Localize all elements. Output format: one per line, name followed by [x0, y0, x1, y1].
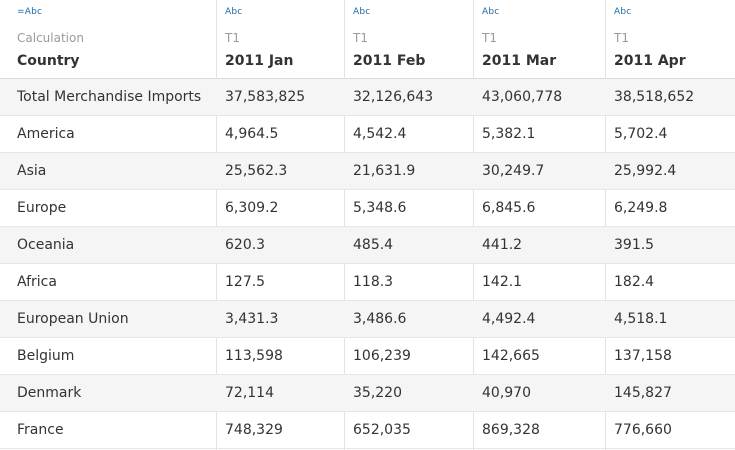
value-cell: 620.3	[225, 237, 266, 253]
column-title-2011-apr[interactable]: 2011 Apr	[614, 53, 686, 69]
value-cell: 391.5	[614, 237, 655, 253]
column-divider	[216, 0, 217, 450]
column-divider	[605, 0, 606, 450]
table-header: =Abc Calculation Country Abc T1 2011 Jan…	[0, 0, 735, 79]
table-row[interactable]: Africa 127.5 118.3 142.1 182.4	[0, 264, 735, 301]
column-title-2011-feb[interactable]: 2011 Feb	[353, 53, 426, 69]
value-cell: 137,158	[614, 348, 672, 364]
value-cell: 72,114	[225, 385, 274, 401]
table-row[interactable]: Europe 6,309.2 5,348.6 6,845.6 6,249.8	[0, 190, 735, 227]
country-cell: Total Merchandise Imports	[17, 89, 202, 105]
country-cell: Belgium	[17, 348, 75, 364]
value-cell: 32,126,643	[353, 89, 434, 105]
value-cell: 6,309.2	[225, 200, 279, 216]
value-cell: 441.2	[482, 237, 523, 253]
value-cell: 182.4	[614, 274, 655, 290]
country-cell: Asia	[17, 163, 47, 179]
column-divider	[473, 0, 474, 450]
string-type-badge: Abc	[482, 7, 500, 17]
value-cell: 35,220	[353, 385, 402, 401]
country-cell: America	[17, 126, 75, 142]
column-divider	[344, 0, 345, 450]
field-source-label: T1	[225, 31, 240, 45]
value-cell: 748,329	[225, 422, 283, 438]
string-type-badge: Abc	[353, 7, 371, 17]
country-cell: European Union	[17, 311, 129, 327]
field-source-label: Calculation	[17, 31, 84, 45]
value-cell: 127.5	[225, 274, 266, 290]
value-cell: 3,431.3	[225, 311, 279, 327]
field-source-label: T1	[614, 31, 629, 45]
value-cell: 485.4	[353, 237, 394, 253]
header-country[interactable]: =Abc Calculation Country	[0, 0, 216, 79]
value-cell: 113,598	[225, 348, 283, 364]
value-cell: 38,518,652	[614, 89, 695, 105]
value-cell: 4,542.4	[353, 126, 407, 142]
value-cell: 4,518.1	[614, 311, 668, 327]
header-2011-jan[interactable]: Abc T1 2011 Jan	[216, 0, 344, 79]
country-cell: Africa	[17, 274, 57, 290]
country-cell: France	[17, 422, 64, 438]
value-cell: 4,964.5	[225, 126, 279, 142]
column-title-2011-jan[interactable]: 2011 Jan	[225, 53, 294, 69]
value-cell: 6,845.6	[482, 200, 536, 216]
column-title-2011-mar[interactable]: 2011 Mar	[482, 53, 557, 69]
value-cell: 4,492.4	[482, 311, 536, 327]
value-cell: 776,660	[614, 422, 672, 438]
value-cell: 652,035	[353, 422, 411, 438]
string-type-badge: Abc	[225, 7, 243, 17]
column-title-country[interactable]: Country	[17, 53, 80, 69]
value-cell: 6,249.8	[614, 200, 668, 216]
header-2011-mar[interactable]: Abc T1 2011 Mar	[473, 0, 605, 79]
value-cell: 37,583,825	[225, 89, 306, 105]
value-cell: 869,328	[482, 422, 540, 438]
value-cell: 3,486.6	[353, 311, 407, 327]
value-cell: 5,348.6	[353, 200, 407, 216]
table-row[interactable]: European Union 3,431.3 3,486.6 4,492.4 4…	[0, 301, 735, 338]
value-cell: 118.3	[353, 274, 394, 290]
value-cell: 106,239	[353, 348, 411, 364]
value-cell: 5,702.4	[614, 126, 668, 142]
string-type-badge: Abc	[614, 7, 632, 17]
value-cell: 40,970	[482, 385, 531, 401]
value-cell: 25,562.3	[225, 163, 288, 179]
country-cell: Oceania	[17, 237, 75, 253]
table-row[interactable]: Asia 25,562.3 21,631.9 30,249.7 25,992.4	[0, 153, 735, 190]
calculation-type-badge: =Abc	[17, 7, 43, 17]
value-cell: 142.1	[482, 274, 523, 290]
table-row[interactable]: Belgium 113,598 106,239 142,665 137,158	[0, 338, 735, 375]
table-row[interactable]: Denmark 72,114 35,220 40,970 145,827	[0, 375, 735, 412]
table-row[interactable]: Total Merchandise Imports 37,583,825 32,…	[0, 79, 735, 116]
table-row[interactable]: America 4,964.5 4,542.4 5,382.1 5,702.4	[0, 116, 735, 153]
country-cell: Denmark	[17, 385, 82, 401]
header-2011-apr[interactable]: Abc T1 2011 Apr	[605, 0, 735, 79]
value-cell: 21,631.9	[353, 163, 416, 179]
field-source-label: T1	[353, 31, 368, 45]
value-cell: 30,249.7	[482, 163, 545, 179]
table-row[interactable]: France 748,329 652,035 869,328 776,660	[0, 412, 735, 449]
table-body: Total Merchandise Imports 37,583,825 32,…	[0, 79, 735, 449]
value-cell: 145,827	[614, 385, 672, 401]
country-cell: Europe	[17, 200, 67, 216]
value-cell: 25,992.4	[614, 163, 677, 179]
value-cell: 43,060,778	[482, 89, 563, 105]
value-cell: 142,665	[482, 348, 540, 364]
header-2011-feb[interactable]: Abc T1 2011 Feb	[344, 0, 473, 79]
value-cell: 5,382.1	[482, 126, 536, 142]
field-source-label: T1	[482, 31, 497, 45]
table-row[interactable]: Oceania 620.3 485.4 441.2 391.5	[0, 227, 735, 264]
